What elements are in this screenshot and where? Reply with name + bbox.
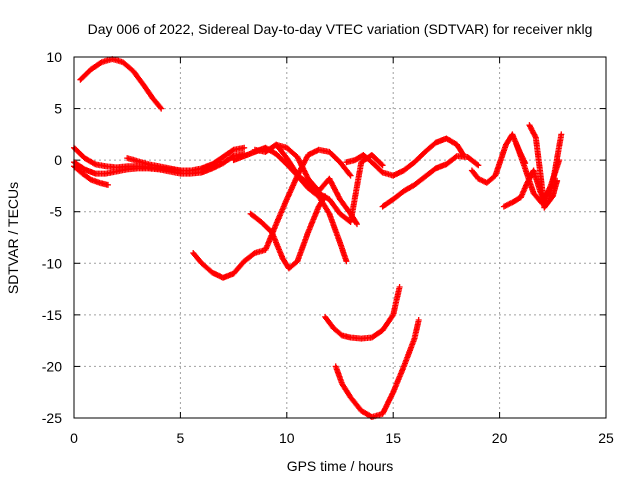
x-axis-label: GPS time / hours: [287, 458, 394, 474]
data-points: [332, 317, 422, 420]
series-arc-8: [247, 193, 329, 272]
data-points: [247, 193, 329, 272]
data-points: [513, 141, 563, 207]
data-points: [322, 284, 403, 342]
data-points: [77, 56, 165, 112]
axis-ticks: 0 5 10 15 20 25 10 5 0 -5 -10 -15 -20 -25: [42, 49, 614, 446]
x-tick-label: 10: [279, 430, 295, 446]
data-points: [124, 155, 184, 174]
plot-area: [71, 56, 565, 420]
y-tick-label: -15: [42, 307, 62, 323]
y-axis-label: SDTVAR / TECUs: [5, 182, 21, 294]
series-arc-10: [273, 141, 360, 228]
x-tick-label: 25: [598, 430, 614, 446]
series-arc-12: [332, 317, 422, 420]
y-tick-label: 10: [46, 49, 62, 65]
series-arc-11: [322, 284, 403, 342]
chart-title: Day 006 of 2022, Sidereal Day-to-day VTE…: [88, 21, 593, 37]
x-tick-label: 5: [177, 430, 185, 446]
series-arc-14: [379, 153, 482, 210]
plot-frame: [73, 56, 607, 419]
data-points: [379, 153, 482, 210]
data-points: [273, 141, 360, 228]
y-tick-label: -20: [42, 358, 62, 374]
x-tick-label: 0: [70, 430, 78, 446]
series-arc-18: [513, 141, 563, 207]
y-tick-label: 5: [54, 101, 62, 117]
series-arc-5: [124, 155, 184, 174]
series-arc-13: [343, 135, 467, 179]
x-tick-label: 15: [385, 430, 401, 446]
y-tick-label: -25: [42, 410, 62, 426]
y-tick-label: 0: [54, 152, 62, 168]
series-arc-1: [77, 56, 165, 112]
data-points: [343, 135, 467, 179]
x-tick-label: 20: [492, 430, 508, 446]
y-tick-label: -5: [50, 204, 63, 220]
y-tick-label: -10: [42, 255, 62, 271]
